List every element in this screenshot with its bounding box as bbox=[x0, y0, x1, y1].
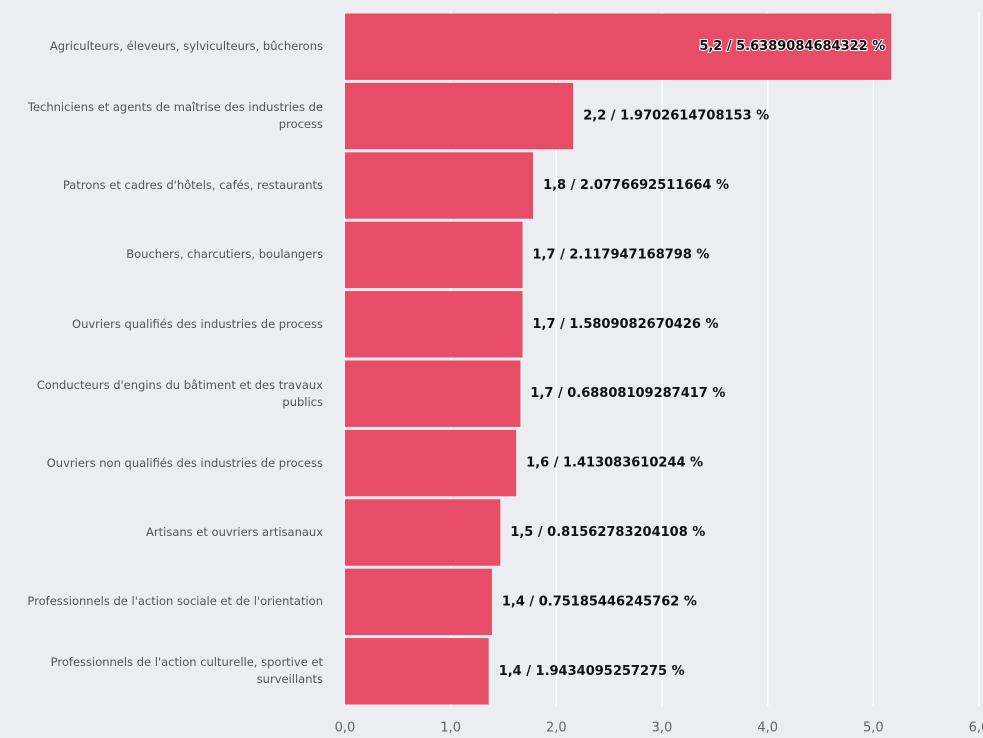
y-tick-label: Agriculteurs, éleveurs, sylviculteurs, b… bbox=[49, 39, 323, 54]
bar bbox=[345, 291, 523, 358]
bar bbox=[345, 13, 892, 80]
y-tick-label: Bouchers, charcutiers, boulangers bbox=[126, 247, 323, 262]
bar bbox=[345, 499, 501, 566]
y-tick-label: Professionnels de l'action culturelle, s… bbox=[50, 655, 323, 687]
x-tick-label: 1,0 bbox=[440, 721, 461, 736]
x-tick-label: 3,0 bbox=[652, 721, 673, 736]
data-label: 2,2 / 1.9702614708153 % bbox=[583, 109, 769, 124]
data-label: 1,4 / 0.75185446245762 % bbox=[502, 594, 697, 609]
y-tick-label: Techniciens et agents de maîtrise des in… bbox=[27, 100, 323, 132]
data-label: 5,2 / 5.6389084684322 % bbox=[699, 39, 885, 54]
data-label: 1,4 / 1.9434095257275 % bbox=[499, 664, 685, 679]
data-label: 1,5 / 0.81562783204108 % bbox=[510, 525, 705, 540]
y-tick-label: Professionnels de l'action sociale et de… bbox=[27, 594, 323, 609]
y-tick-label: Patrons et cadres d'hôtels, cafés, resta… bbox=[62, 177, 323, 192]
bar bbox=[345, 360, 521, 427]
bar bbox=[345, 568, 492, 636]
y-tick-label: Ouvriers qualifiés des industries de pro… bbox=[72, 316, 323, 331]
x-tick-label: 6,0 bbox=[969, 721, 983, 736]
category-box: Ouvriers non qualifiés des industries de… bbox=[46, 455, 323, 470]
data-label: 1,6 / 1.413083610244 % bbox=[526, 456, 703, 471]
y-tick-label: Artisans et ouvriers artisanaux bbox=[146, 524, 323, 539]
category-box: Agriculteurs, éleveurs, sylviculteurs, b… bbox=[49, 39, 323, 54]
category-box: Patrons et cadres d'hôtels, cafés, resta… bbox=[62, 177, 323, 192]
category-box: Professionnels de l'action sociale et de… bbox=[27, 594, 323, 609]
y-tick-label: Conducteurs d'engins du bâtiment et des … bbox=[36, 377, 323, 409]
data-label: 1,7 / 1.5809082670426 % bbox=[533, 317, 719, 332]
bar bbox=[345, 82, 574, 150]
bar bbox=[345, 152, 534, 219]
category-box: Artisans et ouvriers artisanaux bbox=[146, 524, 323, 539]
category-box: Techniciens et agents de maîtrise des in… bbox=[27, 100, 323, 132]
category-box: Professionnels de l'action culturelle, s… bbox=[50, 655, 323, 687]
category-box: Bouchers, charcutiers, boulangers bbox=[126, 247, 323, 262]
x-tick-label: 2,0 bbox=[546, 721, 567, 736]
data-label: 1,8 / 2.0776692511664 % bbox=[543, 178, 729, 193]
data-label: 1,7 / 0.68808109287417 % bbox=[530, 386, 725, 401]
y-tick-label: Ouvriers non qualifiés des industries de… bbox=[46, 455, 323, 470]
bar bbox=[345, 638, 489, 705]
x-tick-label: 5,0 bbox=[863, 721, 884, 736]
data-label: 1,7 / 2.117947168798 % bbox=[533, 247, 710, 262]
x-tick-label: 0,0 bbox=[335, 721, 356, 736]
bar bbox=[345, 429, 517, 497]
x-tick-label: 4,0 bbox=[757, 721, 778, 736]
category-box: Conducteurs d'engins du bâtiment et des … bbox=[36, 377, 323, 409]
category-box: Ouvriers qualifiés des industries de pro… bbox=[72, 316, 323, 331]
bar bbox=[345, 221, 523, 289]
